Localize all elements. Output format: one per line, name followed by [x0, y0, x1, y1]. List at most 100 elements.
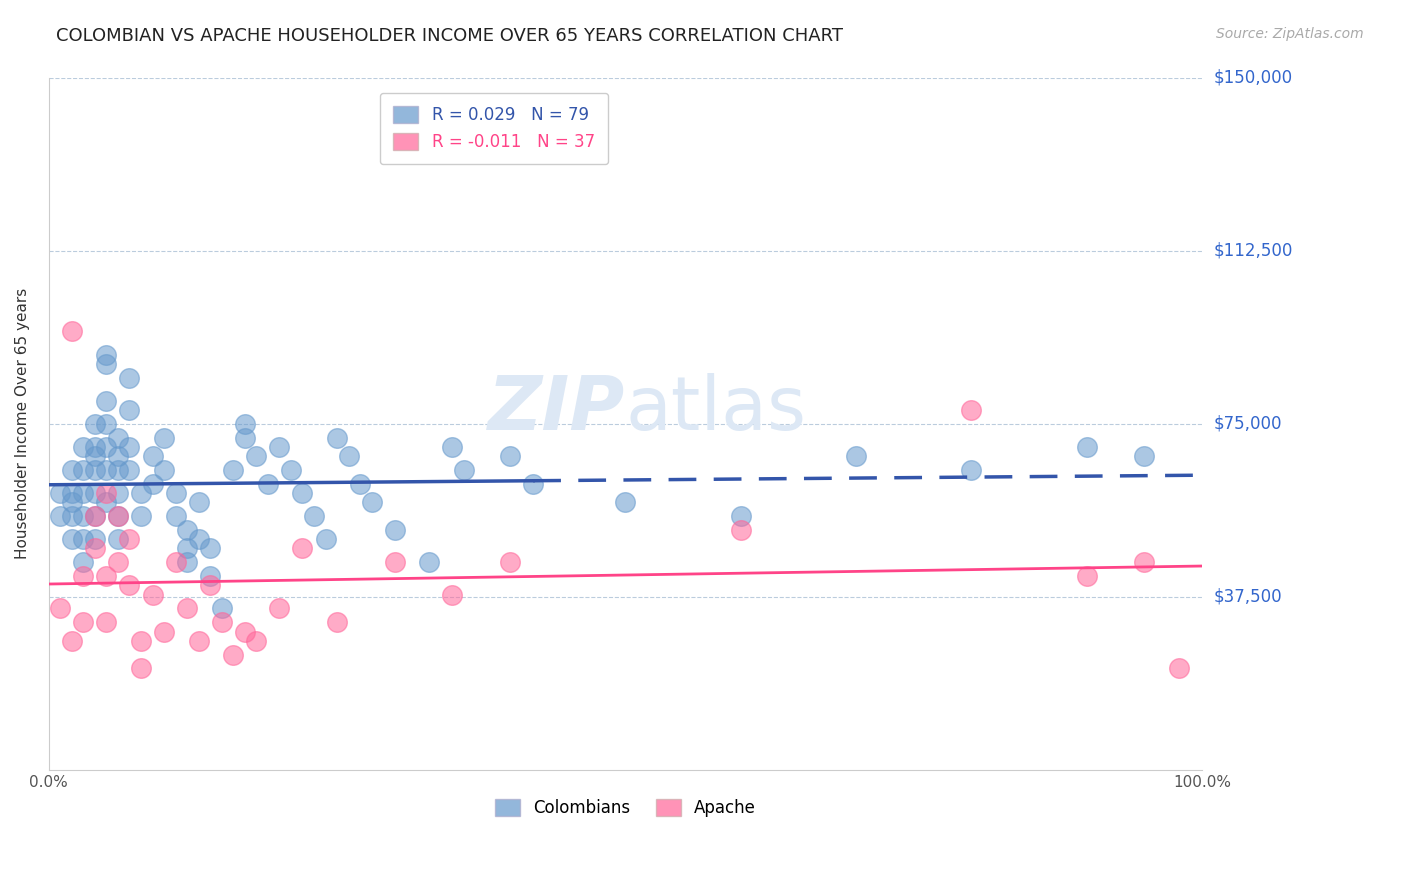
- Point: [118, 578, 141, 592]
- Point: [72, 463, 94, 477]
- Point: [96, 486, 118, 500]
- Point: [107, 449, 129, 463]
- Legend: Colombians, Apache: Colombians, Apache: [488, 792, 762, 824]
- Point: [176, 541, 198, 556]
- Point: [72, 486, 94, 500]
- Point: [291, 541, 314, 556]
- Point: [418, 555, 440, 569]
- Point: [60, 486, 83, 500]
- Point: [153, 463, 176, 477]
- Point: [245, 633, 267, 648]
- Point: [211, 615, 233, 630]
- Point: [96, 569, 118, 583]
- Point: [1168, 661, 1191, 675]
- Point: [165, 486, 187, 500]
- Point: [211, 601, 233, 615]
- Point: [960, 403, 983, 417]
- Point: [141, 476, 163, 491]
- Point: [165, 509, 187, 524]
- Point: [118, 532, 141, 546]
- Point: [60, 463, 83, 477]
- Point: [384, 555, 406, 569]
- Text: $112,500: $112,500: [1213, 242, 1292, 260]
- Point: [83, 486, 105, 500]
- Point: [107, 509, 129, 524]
- Point: [141, 588, 163, 602]
- Point: [730, 509, 752, 524]
- Point: [60, 509, 83, 524]
- Point: [153, 431, 176, 445]
- Point: [96, 357, 118, 371]
- Point: [187, 495, 209, 509]
- Point: [83, 509, 105, 524]
- Point: [118, 440, 141, 454]
- Point: [233, 431, 256, 445]
- Point: [72, 532, 94, 546]
- Point: [118, 403, 141, 417]
- Point: [614, 495, 637, 509]
- Point: [60, 532, 83, 546]
- Point: [72, 569, 94, 583]
- Point: [129, 509, 152, 524]
- Point: [453, 463, 475, 477]
- Point: [522, 476, 544, 491]
- Point: [441, 588, 464, 602]
- Point: [187, 532, 209, 546]
- Point: [845, 449, 868, 463]
- Point: [107, 431, 129, 445]
- Point: [107, 463, 129, 477]
- Point: [1133, 555, 1156, 569]
- Point: [200, 541, 222, 556]
- Point: [83, 541, 105, 556]
- Point: [302, 509, 325, 524]
- Point: [187, 633, 209, 648]
- Point: [72, 555, 94, 569]
- Point: [141, 449, 163, 463]
- Point: [1076, 440, 1098, 454]
- Y-axis label: Householder Income Over 65 years: Householder Income Over 65 years: [15, 288, 30, 559]
- Point: [129, 486, 152, 500]
- Point: [1133, 449, 1156, 463]
- Point: [257, 476, 280, 491]
- Point: [730, 523, 752, 537]
- Text: COLOMBIAN VS APACHE HOUSEHOLDER INCOME OVER 65 YEARS CORRELATION CHART: COLOMBIAN VS APACHE HOUSEHOLDER INCOME O…: [56, 27, 844, 45]
- Point: [83, 463, 105, 477]
- Point: [326, 431, 349, 445]
- Text: ZIP: ZIP: [488, 374, 626, 446]
- Point: [83, 509, 105, 524]
- Point: [107, 486, 129, 500]
- Point: [49, 601, 72, 615]
- Point: [72, 509, 94, 524]
- Point: [60, 325, 83, 339]
- Text: $75,000: $75,000: [1213, 415, 1282, 433]
- Point: [222, 463, 245, 477]
- Point: [960, 463, 983, 477]
- Point: [499, 449, 522, 463]
- Point: [72, 440, 94, 454]
- Point: [176, 601, 198, 615]
- Point: [107, 532, 129, 546]
- Point: [280, 463, 302, 477]
- Point: [107, 555, 129, 569]
- Point: [499, 555, 522, 569]
- Point: [118, 463, 141, 477]
- Point: [107, 509, 129, 524]
- Point: [49, 486, 72, 500]
- Point: [176, 555, 198, 569]
- Text: $37,500: $37,500: [1213, 588, 1282, 606]
- Text: $150,000: $150,000: [1213, 69, 1292, 87]
- Point: [60, 495, 83, 509]
- Point: [315, 532, 337, 546]
- Point: [83, 449, 105, 463]
- Point: [245, 449, 267, 463]
- Point: [291, 486, 314, 500]
- Point: [165, 555, 187, 569]
- Point: [349, 476, 371, 491]
- Point: [337, 449, 360, 463]
- Point: [200, 578, 222, 592]
- Point: [83, 417, 105, 431]
- Point: [233, 417, 256, 431]
- Point: [96, 347, 118, 361]
- Text: Source: ZipAtlas.com: Source: ZipAtlas.com: [1216, 27, 1364, 41]
- Point: [326, 615, 349, 630]
